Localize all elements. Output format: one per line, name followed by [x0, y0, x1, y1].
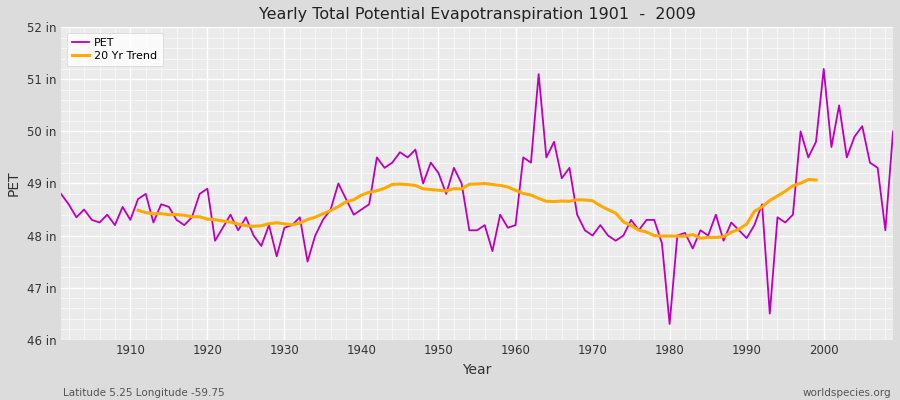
20 Yr Trend [510, 188, 521, 193]
20 Yr Trend [333, 204, 344, 209]
PET [887, 129, 898, 134]
PET [664, 322, 675, 326]
X-axis label: Year: Year [463, 363, 491, 377]
Line: PET: PET [61, 69, 893, 324]
Line: 20 Yr Trend: 20 Yr Trend [138, 180, 816, 238]
PET [56, 192, 67, 196]
PET [818, 66, 829, 71]
Y-axis label: PET: PET [7, 171, 21, 196]
Title: Yearly Total Potential Evapotranspiration 1901  -  2009: Yearly Total Potential Evapotranspiratio… [258, 7, 696, 22]
20 Yr Trend [502, 184, 513, 189]
PET [603, 233, 614, 238]
20 Yr Trend [287, 222, 298, 227]
PET [117, 204, 128, 209]
PET [510, 223, 521, 228]
PET [502, 225, 513, 230]
Text: Latitude 5.25 Longitude -59.75: Latitude 5.25 Longitude -59.75 [63, 388, 225, 398]
Text: worldspecies.org: worldspecies.org [803, 388, 891, 398]
PET [333, 181, 344, 186]
PET [287, 223, 298, 228]
20 Yr Trend [603, 207, 614, 212]
Legend: PET, 20 Yr Trend: PET, 20 Yr Trend [67, 33, 163, 66]
